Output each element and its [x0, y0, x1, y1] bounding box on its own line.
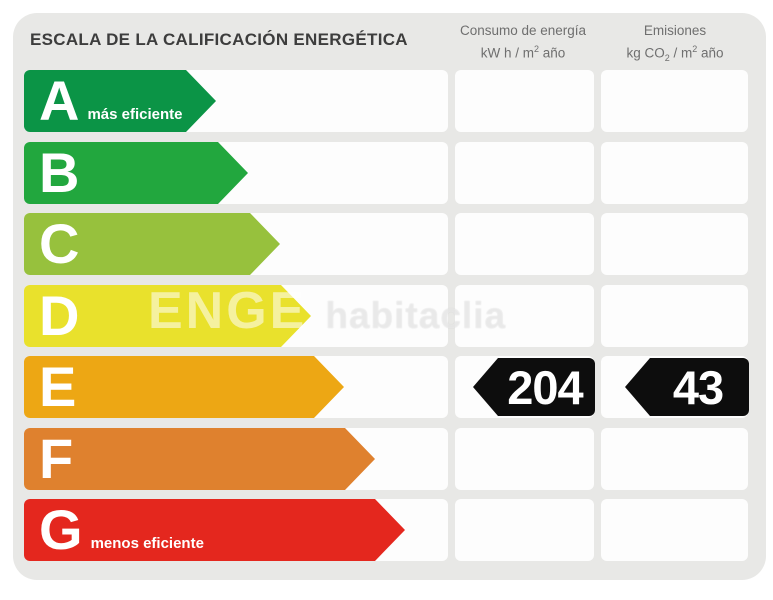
rating-arrow-a: A más eficiente [24, 70, 216, 132]
emissions-header-title: Emisiones [643, 23, 707, 38]
rating-row-f: F [13, 428, 766, 490]
rating-row-d: D [13, 285, 766, 347]
consumption-value-badge: 204 [473, 358, 595, 416]
unit-text: kW h / m [480, 45, 534, 61]
unit-text: año [697, 45, 724, 61]
emissions-cell [601, 285, 748, 347]
rating-arrow-f: F [24, 428, 375, 490]
consumption-cell [455, 499, 594, 561]
rating-arrow-d: D [24, 285, 311, 347]
unit-superscript: 2 [533, 44, 539, 54]
rating-arrow-g: G menos eficiente [24, 499, 405, 561]
rating-arrow-c: C [24, 213, 280, 275]
consumption-cell [455, 285, 594, 347]
unit-subscript: 2 [664, 53, 670, 64]
consumption-cell [455, 213, 594, 275]
rating-letter: B [39, 141, 80, 204]
consumption-header-unit: kW h / m2 año [447, 40, 599, 63]
emissions-cell: 43 [601, 356, 749, 418]
consumption-column-header: Consumo de energía kW h / m2 año [447, 21, 599, 63]
emissions-value-badge: 43 [625, 358, 749, 416]
consumption-cell [455, 428, 594, 490]
emissions-header-unit: kg CO2 / m2 año [599, 40, 751, 68]
rating-row-a: A más eficiente [13, 70, 766, 132]
unit-text: kg CO [626, 45, 665, 61]
emissions-cell [601, 499, 748, 561]
rating-row-e-current: 204 43 E [13, 356, 766, 418]
unit-text: año [538, 45, 566, 61]
emissions-column-header: Emisiones kg CO2 / m2 año [599, 21, 751, 68]
unit-superscript: 2 [692, 44, 698, 54]
certificate-panel: ESCALA DE LA CALIFICACIÓN ENERGÉTICA Con… [13, 13, 766, 580]
rating-row-b: B [13, 142, 766, 204]
rating-letter: G [39, 498, 83, 561]
page-title: ESCALA DE LA CALIFICACIÓN ENERGÉTICA [30, 30, 408, 49]
rating-letter: A [39, 69, 80, 132]
unit-text: / m [669, 45, 693, 61]
consumption-cell [455, 142, 594, 204]
rating-letter: C [39, 212, 80, 275]
rating-letter: E [39, 355, 77, 418]
emissions-cell [601, 142, 748, 204]
emissions-cell [601, 70, 748, 132]
rating-row-g: G menos eficiente [13, 499, 766, 561]
emissions-cell [601, 213, 748, 275]
rating-arrow-b: B [24, 142, 248, 204]
rating-letter: D [39, 284, 80, 347]
least-efficient-label: menos eficiente [90, 535, 204, 552]
rating-arrow-e: E [24, 356, 344, 418]
consumption-header-title: Consumo de energía [459, 23, 587, 38]
rating-letter: F [39, 427, 74, 490]
consumption-cell [455, 70, 594, 132]
consumption-cell: 204 [455, 356, 595, 418]
most-efficient-label: más eficiente [87, 106, 183, 123]
rating-row-c: C [13, 213, 766, 275]
emissions-cell [601, 428, 748, 490]
